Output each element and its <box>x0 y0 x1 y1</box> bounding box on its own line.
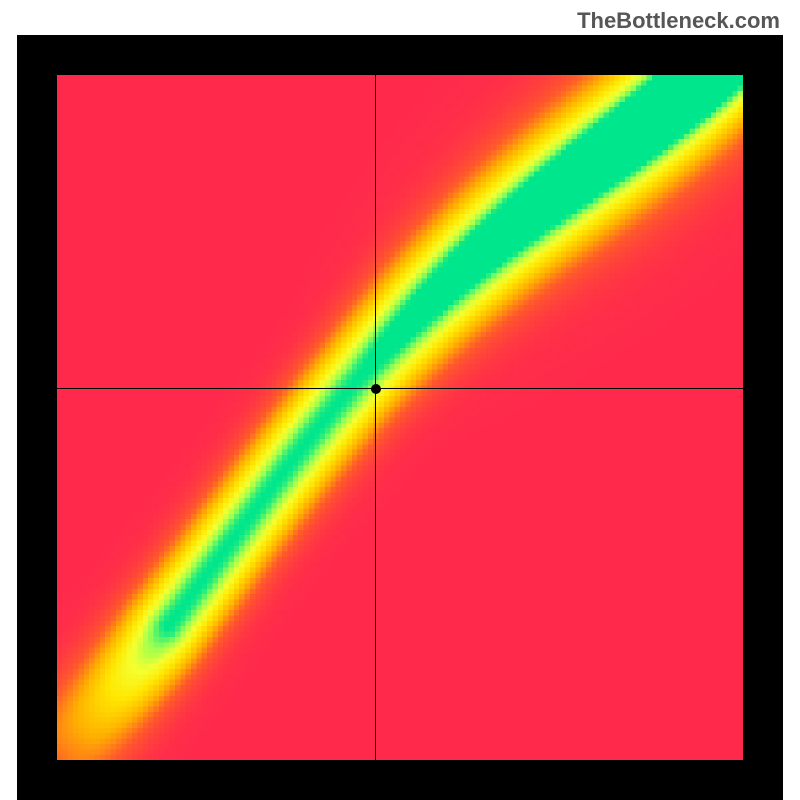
plot-frame <box>17 35 783 800</box>
heatmap-canvas <box>57 75 743 760</box>
crosshair-vertical <box>375 75 376 760</box>
crosshair-horizontal <box>57 388 743 389</box>
attribution-text: TheBottleneck.com <box>577 8 780 34</box>
marker-point <box>371 384 381 394</box>
chart-container: TheBottleneck.com <box>0 0 800 800</box>
